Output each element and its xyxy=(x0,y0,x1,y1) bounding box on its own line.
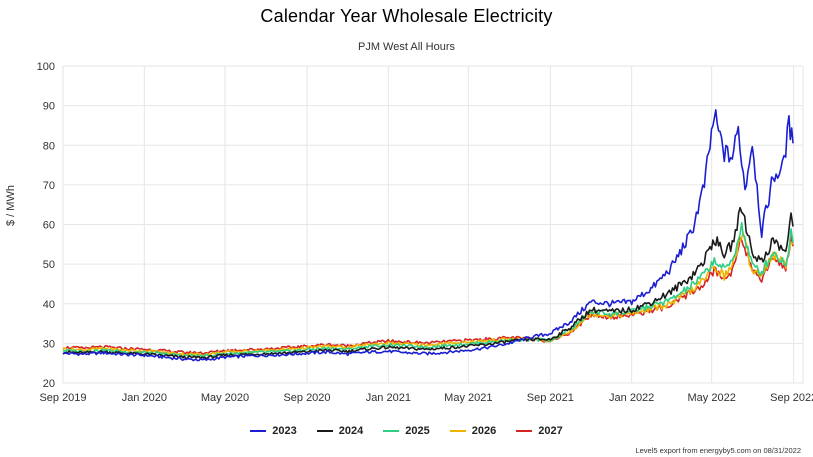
x-tick-label: May 2020 xyxy=(201,392,249,404)
export-credit: Level5 export from energyby5.com on 08/3… xyxy=(635,446,801,455)
x-tick-label: May 2021 xyxy=(444,392,492,404)
legend-swatch xyxy=(383,430,400,432)
grid-lines xyxy=(62,65,804,384)
legend-swatch xyxy=(316,430,333,432)
chart-title: Calendar Year Wholesale Electricity xyxy=(260,6,553,26)
legend-item-2023[interactable]: 2023 xyxy=(250,425,297,437)
y-tick-label: 80 xyxy=(43,140,55,152)
x-tick-label: Sep 2022 xyxy=(770,392,813,404)
legend-label: 2026 xyxy=(471,425,497,437)
legend-item-2025[interactable]: 2025 xyxy=(383,425,430,437)
series-lines xyxy=(62,109,794,362)
series-line-2023 xyxy=(62,109,794,362)
x-tick-label: Jan 2022 xyxy=(609,392,654,404)
series-line-2026 xyxy=(62,232,794,357)
y-tick-label: 20 xyxy=(43,378,55,390)
y-tick-label: 100 xyxy=(37,61,55,73)
y-tick-label: 40 xyxy=(43,299,55,311)
x-tick-label: May 2022 xyxy=(688,392,736,404)
legend-item-2026[interactable]: 2026 xyxy=(449,425,497,437)
legend-label: 2025 xyxy=(405,425,430,437)
y-tick-label: 50 xyxy=(43,259,55,271)
series-line-2027 xyxy=(62,233,794,355)
legend-swatch xyxy=(449,430,466,432)
series-line-2024 xyxy=(62,206,794,360)
legend-label: 2027 xyxy=(538,425,563,437)
chart-subtitle: PJM West All Hours xyxy=(358,41,455,53)
legend-item-2027[interactable]: 2027 xyxy=(516,425,563,437)
x-tick-label: Jan 2020 xyxy=(122,392,167,404)
y-tick-label: 60 xyxy=(43,220,55,232)
legend-swatch xyxy=(516,430,533,432)
axis-labels: 20 30 40 50 60 70 80 90 100 Sep 2019 Jan 2020 May 2… xyxy=(37,61,813,404)
x-tick-label: Sep 2020 xyxy=(283,392,330,404)
legend-label: 2023 xyxy=(272,425,297,437)
y-tick-label: 90 xyxy=(43,101,55,113)
legend-swatch xyxy=(250,430,267,432)
x-tick-label: Sep 2021 xyxy=(527,392,574,404)
legend-item-2024[interactable]: 2024 xyxy=(316,425,364,437)
chart-legend: 2023 2024 2025 2026 2027 xyxy=(0,425,813,437)
y-tick-label: 70 xyxy=(43,180,55,192)
x-tick-label: Sep 2019 xyxy=(39,392,86,404)
x-tick-label: Jan 2021 xyxy=(366,392,411,404)
legend-label: 2024 xyxy=(338,425,364,437)
y-tick-label: 30 xyxy=(43,338,55,350)
